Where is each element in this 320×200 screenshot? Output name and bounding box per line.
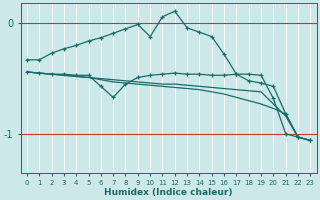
X-axis label: Humidex (Indice chaleur): Humidex (Indice chaleur) (104, 188, 233, 197)
